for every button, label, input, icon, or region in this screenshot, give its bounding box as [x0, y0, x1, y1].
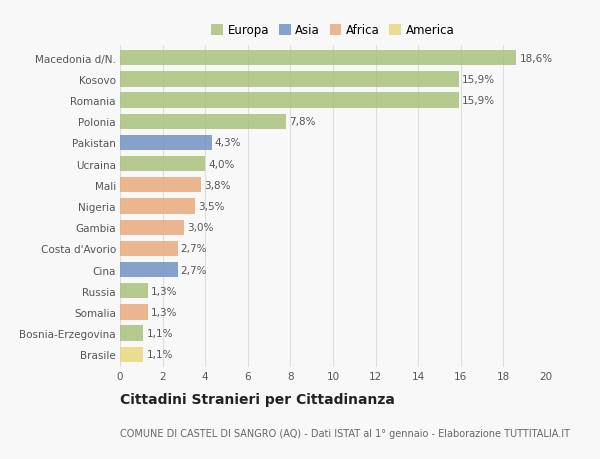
Bar — [120, 263, 178, 278]
Bar — [120, 114, 286, 129]
Bar — [120, 347, 143, 362]
Bar — [120, 241, 178, 257]
Text: 15,9%: 15,9% — [462, 75, 495, 85]
Bar — [120, 178, 201, 193]
Text: 1,3%: 1,3% — [151, 286, 178, 296]
Text: 1,1%: 1,1% — [146, 328, 173, 338]
Bar — [120, 326, 143, 341]
Bar — [120, 220, 184, 235]
Text: 3,8%: 3,8% — [204, 180, 230, 190]
Text: 2,7%: 2,7% — [181, 244, 207, 254]
Text: 3,0%: 3,0% — [187, 223, 214, 233]
Text: 1,1%: 1,1% — [146, 349, 173, 359]
Bar — [120, 284, 148, 299]
Bar — [120, 157, 205, 172]
Bar — [120, 93, 458, 108]
Text: 1,3%: 1,3% — [151, 307, 178, 317]
Text: 4,0%: 4,0% — [208, 159, 235, 169]
Text: 3,5%: 3,5% — [198, 202, 224, 212]
Text: 18,6%: 18,6% — [520, 54, 553, 64]
Bar — [120, 305, 148, 320]
Bar — [120, 199, 194, 214]
Text: 15,9%: 15,9% — [462, 96, 495, 106]
Bar — [120, 72, 458, 87]
Bar — [120, 135, 212, 151]
Text: 7,8%: 7,8% — [289, 117, 316, 127]
Bar — [120, 51, 516, 66]
Text: 2,7%: 2,7% — [181, 265, 207, 275]
Text: Cittadini Stranieri per Cittadinanza: Cittadini Stranieri per Cittadinanza — [120, 392, 395, 406]
Legend: Europa, Asia, Africa, America: Europa, Asia, Africa, America — [206, 20, 460, 42]
Text: COMUNE DI CASTEL DI SANGRO (AQ) - Dati ISTAT al 1° gennaio - Elaborazione TUTTIT: COMUNE DI CASTEL DI SANGRO (AQ) - Dati I… — [120, 428, 570, 438]
Text: 4,3%: 4,3% — [215, 138, 241, 148]
